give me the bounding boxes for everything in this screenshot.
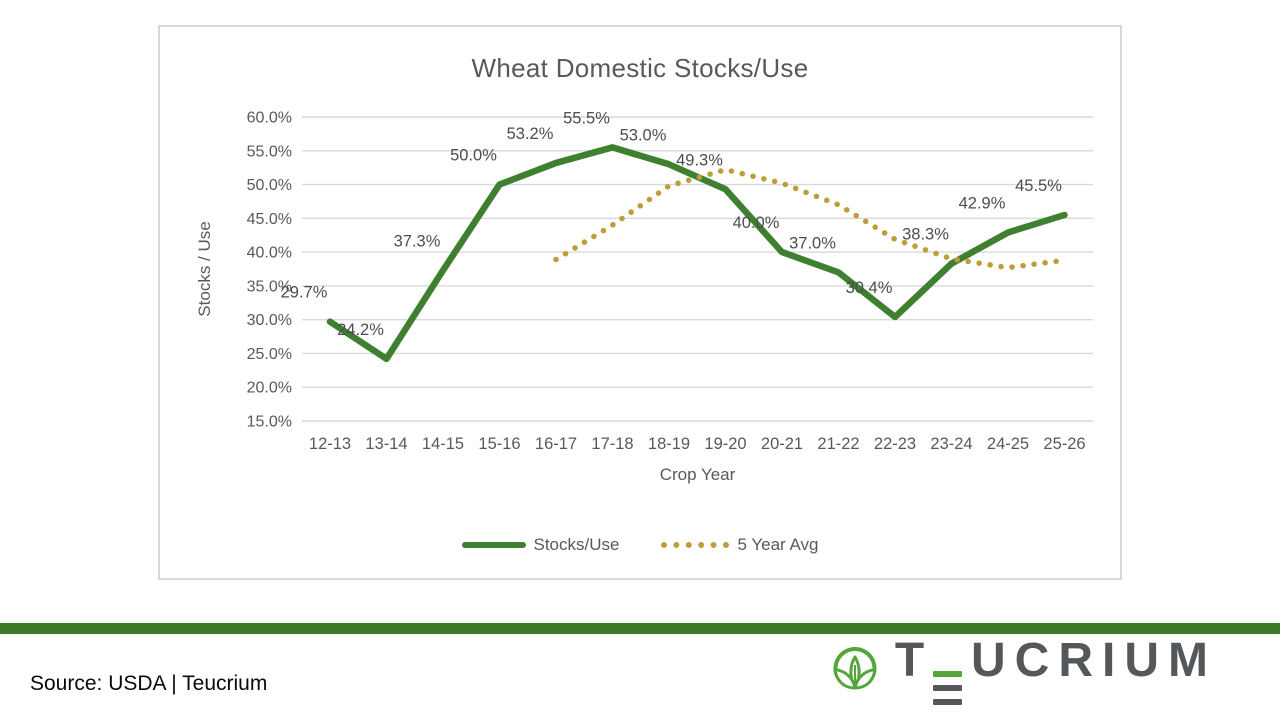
- svg-text:55.5%: 55.5%: [563, 109, 610, 127]
- stylized-e-letter: [933, 671, 962, 705]
- wordmark-letter: U: [970, 633, 1006, 687]
- svg-text:53.2%: 53.2%: [507, 125, 554, 143]
- svg-text:15.0%: 15.0%: [247, 414, 292, 431]
- svg-text:13-14: 13-14: [365, 435, 407, 453]
- gridlines: [302, 116, 1093, 422]
- x-axis-title: Crop Year: [660, 465, 736, 484]
- wordmark-letter: T: [894, 633, 925, 687]
- legend-label-5-year-avg: 5 Year Avg: [737, 535, 819, 554]
- svg-text:22-23: 22-23: [874, 435, 916, 453]
- svg-text:29.7%: 29.7%: [281, 284, 328, 302]
- svg-text:12-13: 12-13: [309, 435, 351, 453]
- x-axis-tick-labels: 12-13 13-14 14-15 15-16 16-17 17-18 18-19 19-20…: [309, 435, 1086, 453]
- chart-title: Wheat Domestic Stocks/Use: [471, 53, 809, 83]
- svg-text:25.0%: 25.0%: [247, 346, 292, 363]
- svg-text:49.3%: 49.3%: [676, 151, 723, 169]
- svg-text:45.0%: 45.0%: [247, 211, 292, 228]
- wordmark-letter: R: [1058, 633, 1093, 687]
- svg-text:42.9%: 42.9%: [959, 195, 1006, 213]
- svg-text:20.0%: 20.0%: [247, 380, 292, 397]
- svg-text:23-24: 23-24: [930, 435, 972, 453]
- svg-text:50.0%: 50.0%: [450, 147, 497, 165]
- chart-panel: Wheat Domestic Stocks/Use 60.0% 55.0% 50.0…: [158, 25, 1122, 580]
- y-axis-tick-labels: 60.0% 55.0% 50.0% 45.0% 40.0% 35.0% 30.0% 25.0%…: [247, 110, 292, 431]
- teucrium-leaf-icon: [833, 647, 877, 690]
- svg-text:30.0%: 30.0%: [247, 312, 292, 329]
- svg-text:37.3%: 37.3%: [394, 232, 441, 250]
- svg-text:35.0%: 35.0%: [247, 278, 292, 295]
- svg-text:24.2%: 24.2%: [337, 321, 384, 339]
- chart-legend: Stocks/Use 5 Year Avg: [160, 535, 1120, 555]
- svg-text:14-15: 14-15: [422, 435, 464, 453]
- wordmark-letter: I: [1102, 633, 1116, 687]
- wordmark-letter: U: [1124, 633, 1160, 687]
- svg-text:20-21: 20-21: [761, 435, 803, 453]
- legend-label-stocks-use: Stocks/Use: [533, 535, 620, 554]
- svg-text:53.0%: 53.0%: [620, 126, 667, 144]
- svg-text:16-17: 16-17: [535, 435, 577, 453]
- chart-plot-area: 60.0% 55.0% 50.0% 45.0% 40.0% 35.0% 30.0% 25.0%…: [195, 109, 1093, 484]
- green-divider-bar: [0, 623, 1280, 634]
- five-year-avg-dots-swatch-icon: [661, 542, 730, 548]
- legend-item-5-year-avg: 5 Year Avg: [661, 535, 818, 555]
- wordmark-letter: M: [1168, 633, 1208, 687]
- svg-text:19-20: 19-20: [704, 435, 746, 453]
- svg-text:21-22: 21-22: [817, 435, 859, 453]
- svg-text:50.0%: 50.0%: [247, 177, 292, 194]
- svg-text:40.0%: 40.0%: [733, 214, 780, 232]
- svg-text:24-25: 24-25: [987, 435, 1029, 453]
- series-line-stocks-use: [326, 144, 1068, 363]
- data-labels: 29.7% 24.2% 37.3% 50.0% 53.2% 55.5% 53.0% 49.3%…: [281, 109, 1063, 338]
- svg-text:25-26: 25-26: [1043, 435, 1085, 453]
- stocks-use-line-swatch-icon: [461, 542, 526, 548]
- svg-text:18-19: 18-19: [648, 435, 690, 453]
- series-line-5-year-avg: [553, 166, 1068, 271]
- svg-text:15-16: 15-16: [478, 435, 520, 453]
- legend-item-stocks-use: Stocks/Use: [461, 535, 620, 555]
- y-axis-title: Stocks / Use: [195, 221, 214, 316]
- svg-text:17-18: 17-18: [591, 435, 633, 453]
- svg-text:55.0%: 55.0%: [247, 143, 292, 160]
- svg-text:38.3%: 38.3%: [902, 226, 949, 244]
- svg-text:45.5%: 45.5%: [1015, 177, 1062, 195]
- svg-text:60.0%: 60.0%: [247, 110, 292, 127]
- svg-text:30.4%: 30.4%: [846, 279, 893, 297]
- source-attribution: Source: USDA | Teucrium: [30, 672, 268, 695]
- svg-text:40.0%: 40.0%: [247, 245, 292, 262]
- svg-text:37.0%: 37.0%: [789, 234, 836, 252]
- wordmark-letter: C: [1014, 633, 1050, 687]
